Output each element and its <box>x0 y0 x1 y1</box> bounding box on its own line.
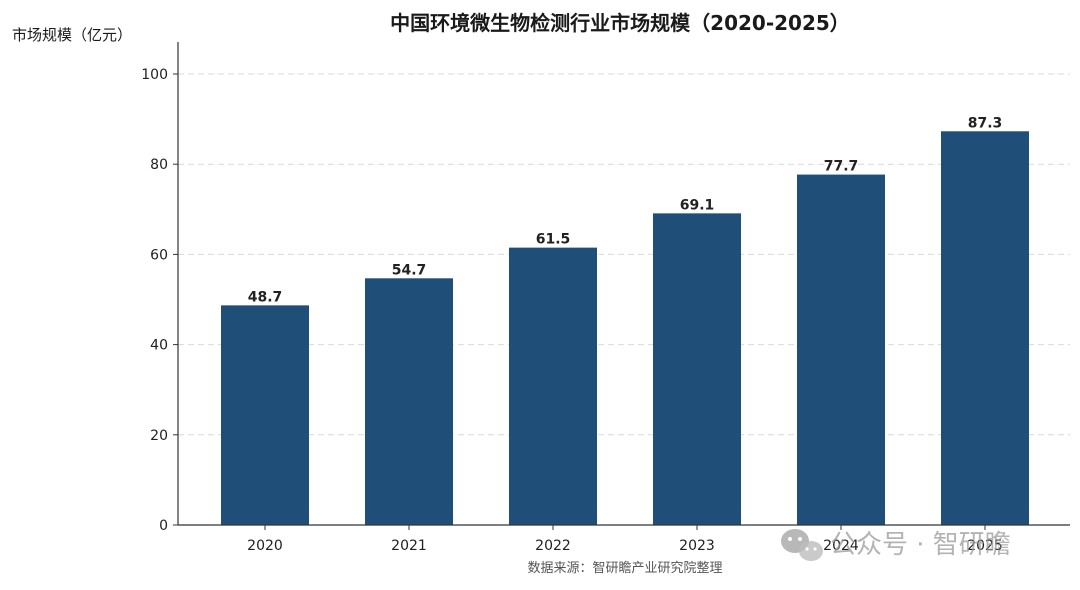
x-tick-label-2025: 2025 <box>967 538 1003 554</box>
source-note: 数据来源：智研瞻产业研究院整理 <box>527 561 722 576</box>
watermark: 公众号 · 智研瞻 <box>781 529 1011 561</box>
bar-2024 <box>797 174 885 525</box>
y-tick-label: 80 <box>150 157 168 173</box>
axes <box>177 42 1070 526</box>
x-tick-label-2024: 2024 <box>823 538 859 554</box>
bar-2022 <box>509 247 597 525</box>
x-tick-label-2021: 2021 <box>391 538 427 554</box>
data-label-2025: 87.3 <box>968 115 1003 131</box>
x-tick-label-2022: 2022 <box>535 538 571 554</box>
wechat-icon <box>781 529 823 561</box>
data-label-2022: 61.5 <box>536 232 571 248</box>
bar-2021 <box>365 278 453 525</box>
y-tick-label: 60 <box>150 247 168 263</box>
data-label-2024: 77.7 <box>824 159 859 175</box>
y-tick-label: 100 <box>141 67 168 83</box>
y-tick-label: 0 <box>159 518 168 534</box>
x-tick-labels: 2020 2021 2022 2023 2024 2025 <box>247 525 1003 554</box>
gridlines <box>178 73 1070 436</box>
data-label-2023: 69.1 <box>680 197 715 213</box>
x-tick-label-2020: 2020 <box>247 538 283 554</box>
y-tick-labels: 0 20 40 60 80 100 <box>141 67 178 534</box>
bar-2020 <box>221 305 309 525</box>
data-label-2021: 54.7 <box>392 262 427 278</box>
watermark-text: 公众号 · 智研瞻 <box>830 530 1011 560</box>
bar-2023 <box>653 213 741 525</box>
y-tick-label: 20 <box>150 428 168 444</box>
bars <box>221 131 1029 526</box>
x-tick-label-2023: 2023 <box>679 538 715 554</box>
data-label-2020: 48.7 <box>248 289 283 305</box>
chart-title: 中国环境微生物检测行业市场规模（2020-2025） <box>390 11 850 35</box>
y-axis-label: 市场规模（亿元） <box>12 26 132 44</box>
data-labels: 48.7 54.7 61.5 69.1 77.7 87.3 <box>248 115 1003 305</box>
y-tick-label: 40 <box>150 338 168 354</box>
bar-2025 <box>941 131 1029 526</box>
